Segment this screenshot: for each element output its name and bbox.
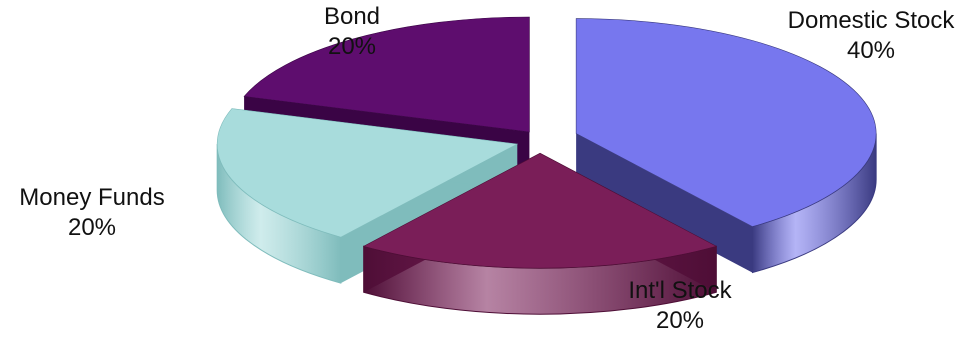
slice-domestic-stock-top: [575, 18, 877, 227]
label-bond-value: 20%: [328, 33, 376, 60]
label-money-funds-value: 20%: [68, 214, 116, 241]
slice-domestic-stock: [575, 18, 877, 274]
label-money-funds-name: Money Funds: [19, 184, 164, 211]
slice-int-l-stock: [362, 152, 718, 315]
slice-bond-top: [243, 16, 530, 133]
label-domestic-stock-value: 40%: [847, 37, 895, 64]
slice-money-funds-top: [216, 108, 519, 238]
slice-domestic-stock-wall-end: [576, 133, 753, 273]
label-int-l-stock-value: 20%: [656, 307, 704, 334]
slice-int-l-stock-top: [362, 152, 718, 269]
label-domestic-stock-name: Domestic Stock: [788, 7, 956, 34]
label-int-l-stock-name: Int'l Stock: [628, 277, 732, 304]
label-bond-name: Bond: [324, 3, 380, 30]
